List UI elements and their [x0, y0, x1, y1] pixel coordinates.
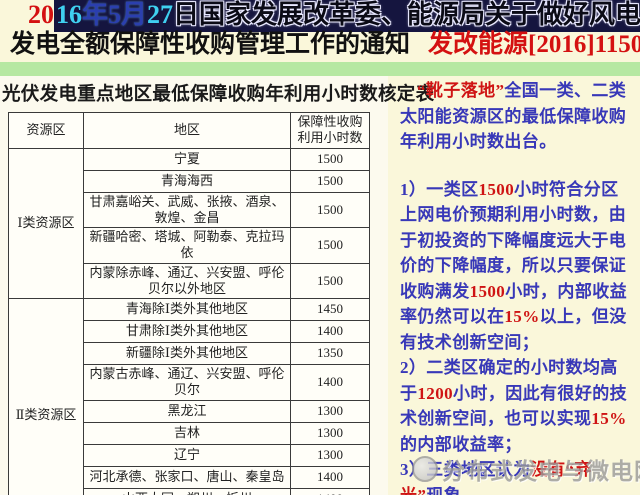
- table-row: Ⅱ类资源区 青海除Ⅰ类外其他地区 1450: [8, 298, 370, 495]
- header-day: 27: [147, 0, 174, 29]
- table-header-row: 资源区 地区 保障性收购 利用小时数: [8, 112, 370, 149]
- text-segment-red: 1500: [469, 281, 506, 301]
- region-cell: 山西大同、朔州、忻州: [83, 487, 291, 495]
- region-cell: 新疆除Ⅰ类外其他地区: [83, 342, 291, 365]
- hours-cell: 1500: [290, 262, 370, 299]
- hours-cell: 1350: [290, 342, 370, 365]
- table-row: 新疆哈密、塔城、阿勒泰、克拉玛依 1500: [9, 227, 370, 264]
- region-cell: 宁夏: [83, 147, 291, 171]
- table-title: 光伏发电重点地区最低保障收购年利用小时数核定表: [2, 83, 435, 104]
- region-cell: 内蒙除赤峰、通辽、兴安盟、呼伦贝尔以外地区: [83, 262, 291, 299]
- table-row: Ⅰ类资源区 宁夏 1500: [8, 147, 370, 299]
- text-segment-blue: 1）一类区: [400, 179, 479, 199]
- text-segment-red: 没有“弃光”: [400, 460, 592, 495]
- text-segment-blue: 全国一类、二类太阳能资源区的最低保障收购年利用小时数出台。: [400, 81, 627, 151]
- region-cell: 河北承德、张家口、唐山、秦皇岛: [83, 465, 291, 489]
- hours-cell: 1500: [290, 191, 370, 228]
- commentary-panel: “靴子落地”全国一类、二类太阳能资源区的最低保障收购年利用小时数出台。 1）一类…: [394, 78, 634, 495]
- region-cell: 内蒙古赤峰、通辽、兴安盟、呼伦贝尔: [83, 364, 291, 401]
- table-row: 内蒙古赤峰、通辽、兴安盟、呼伦贝尔 1400: [9, 364, 370, 401]
- region-cell: 黑龙江: [83, 399, 291, 423]
- hours-cell: 1500: [290, 147, 370, 171]
- text-segment-blue: 现象。: [426, 485, 479, 495]
- text-segment-blue: 2）二类区确定的小时数均高于: [400, 358, 618, 403]
- text-segment-blue: 的内部收益率；: [400, 434, 522, 454]
- hours-cell: 1300: [290, 443, 370, 467]
- hours-cell: 1300: [290, 421, 370, 445]
- region-cell: 甘肃嘉峪关、武威、张掖、酒泉、敦煌、金昌: [83, 191, 291, 228]
- header: 2016年5月27日国家发展改革委、能源局关于做好风电、光伏 发电全额保障性收购…: [0, 0, 640, 62]
- commentary-point-2: 2）二类区确定的小时数均高于1200小时，因此有很好的技术创新空间，也可以实现1…: [394, 355, 634, 457]
- text-segment-red: 1200: [417, 383, 454, 403]
- hours-cell: 1400: [290, 465, 370, 489]
- header-title-part1: 日国家发展改革委、能源局关于做好风电、光伏: [173, 0, 640, 29]
- zone-cell: Ⅰ类资源区: [8, 147, 84, 299]
- column-header-hours: 保障性收购 利用小时数: [290, 112, 370, 149]
- table-row: 辽宁 1300: [9, 443, 370, 467]
- region-cell: 新疆哈密、塔城、阿勒泰、克拉玛依: [83, 227, 291, 264]
- text-segment-blue: 小时，因此有很好的技术创新空间，也可以实现: [400, 383, 628, 429]
- hours-cell: 1500: [290, 227, 370, 264]
- table-row: 新疆除Ⅰ类外其他地区 1350: [9, 342, 370, 365]
- text-segment-red: 1500: [478, 179, 515, 199]
- table-section: 光伏发电重点地区最低保障收购年利用小时数核定表 资源区 地区 保障性收购 利用小…: [0, 76, 435, 495]
- text-segment-red: “靴子落地”: [417, 81, 505, 100]
- commentary-intro: “靴子落地”全国一类、二类太阳能资源区的最低保障收购年利用小时数出台。: [394, 78, 634, 155]
- header-month: 年5月: [82, 0, 148, 29]
- hours-cell: 1400: [290, 364, 370, 401]
- text-segment-blue: 小时，内部收益率仍然可以在: [400, 281, 628, 327]
- table-row: 甘肃除Ⅰ类外其他地区 1400: [9, 320, 370, 343]
- green-divider: [0, 62, 640, 76]
- hours-cell: 1400: [290, 320, 370, 343]
- header-doc-number: 发改能源[2016]1150号: [428, 31, 640, 58]
- watermark: 分布式发电与微电网: [412, 452, 640, 486]
- table-row: 吉林 1300: [9, 421, 370, 445]
- table-row: 河北承德、张家口、唐山、秦皇岛 1400: [9, 465, 370, 489]
- header-line1: 2016年5月27日国家发展改革委、能源局关于做好风电、光伏: [28, 0, 640, 32]
- header-navy-bar: 16年5月27日国家发展改革委、能源局关于做好风电、光伏: [54, 0, 640, 32]
- region-cell: 青海除Ⅰ类外其他地区: [83, 298, 291, 321]
- table-body: Ⅰ类资源区 宁夏 1500 青海海西 1500 甘肃嘉峪关、武威、张掖、酒泉、敦煌、金昌 1…: [8, 147, 370, 495]
- watermark-logo-icon: [412, 456, 438, 482]
- commentary-point-1: 1）一类区1500小时符合分区上网电价预期利用小时数，由于初投资的下降幅度远大于…: [394, 177, 634, 356]
- column-header-zone: 资源区: [8, 112, 84, 149]
- watermark-text: 分布式发电与微电网: [442, 458, 640, 484]
- column-header-region: 地区: [83, 112, 291, 149]
- header-title-part2: 发电全额保障性收购管理工作的通知: [10, 31, 411, 58]
- text-segment-blue: 以上，但没有技术创新空间；: [400, 307, 627, 352]
- region-cell: 青海海西: [83, 169, 291, 193]
- table-row: 青海海西 1500: [9, 169, 370, 193]
- hours-cell: 1400: [290, 487, 370, 495]
- header-year-prefix: 20: [28, 0, 54, 29]
- region-cell: 吉林: [83, 421, 291, 445]
- zone-cell: Ⅱ类资源区: [8, 298, 84, 495]
- text-segment-red: 15%: [591, 409, 627, 428]
- header-year-suffix: 16: [56, 0, 82, 29]
- hours-cell: 1300: [290, 399, 370, 423]
- region-cell: 辽宁: [83, 443, 291, 467]
- hours-cell: 1500: [290, 169, 370, 193]
- region-cell: 甘肃除Ⅰ类外其他地区: [83, 320, 291, 343]
- hours-table: 资源区 地区 保障性收购 利用小时数 Ⅰ类资源区 宁夏 1500 青海海西 1500 甘肃…: [8, 112, 370, 495]
- hours-cell: 1450: [290, 298, 370, 321]
- text-segment-red: 15%: [504, 307, 540, 326]
- table-row: 内蒙除赤峰、通辽、兴安盟、呼伦贝尔以外地区 1500: [9, 262, 370, 299]
- text-segment-blue: 小时符合分区上网电价预期利用小时数，由于初投资的下降幅度远大于电价的下降幅度，所…: [400, 179, 627, 301]
- table-row: 山西大同、朔州、忻州1400: [9, 487, 370, 495]
